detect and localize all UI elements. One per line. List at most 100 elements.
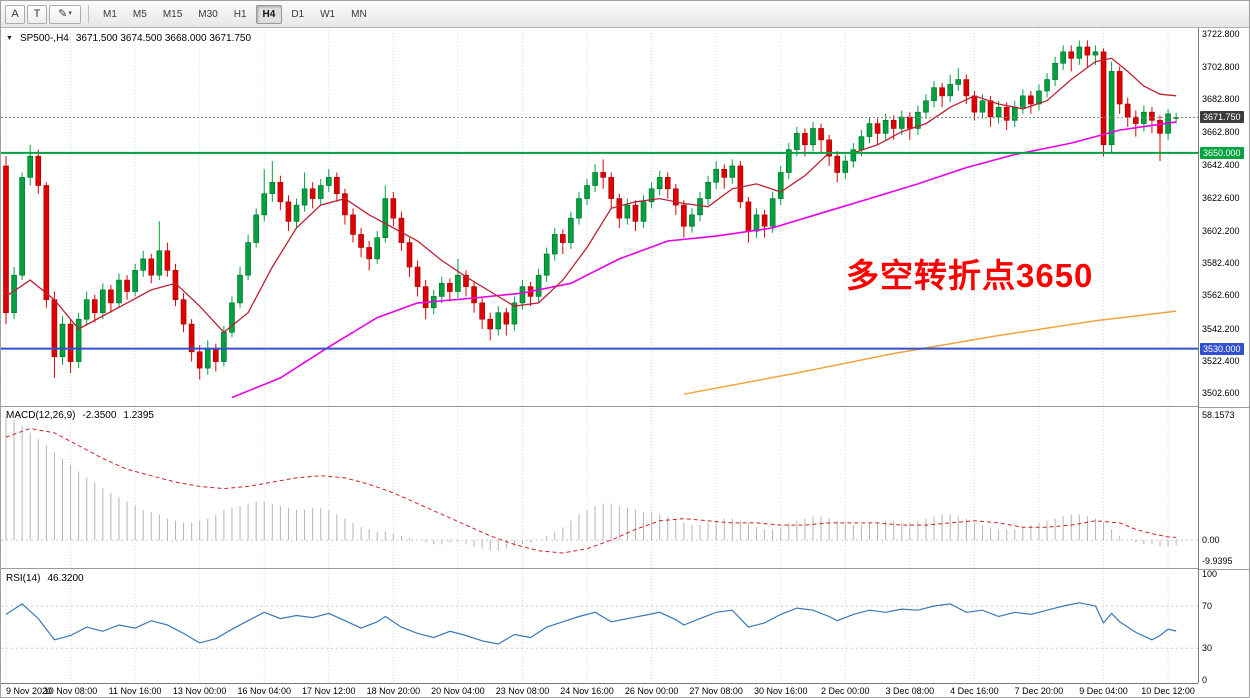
macd-value: -2.3500 bbox=[82, 410, 117, 421]
time-axis-label: 13 Nov 00:00 bbox=[172, 686, 227, 696]
timeframe-w1-button[interactable]: W1 bbox=[313, 5, 342, 24]
bull-candle bbox=[293, 204, 300, 222]
bear-candle bbox=[414, 266, 421, 287]
bull-candle bbox=[1036, 90, 1042, 105]
timeframe-m15-button[interactable]: M15 bbox=[156, 5, 189, 24]
bull-candle bbox=[1044, 79, 1050, 92]
bull-candle bbox=[59, 323, 66, 358]
ma-mid-magenta bbox=[231, 121, 1177, 399]
bear-candle bbox=[560, 234, 566, 243]
rsi-axis-label: 100 bbox=[1202, 569, 1218, 580]
bull-candle bbox=[19, 177, 25, 276]
timeframe-mn-button[interactable]: MN bbox=[344, 5, 374, 24]
bear-candle bbox=[35, 155, 42, 186]
bull-candle bbox=[753, 214, 760, 232]
rsi-axis-label: 30 bbox=[1202, 643, 1213, 654]
bear-candle bbox=[874, 123, 881, 134]
macd-axis-label: -9.9395 bbox=[1202, 556, 1233, 567]
bear-candle bbox=[43, 185, 50, 300]
bull-candle bbox=[519, 286, 526, 304]
bull-candle bbox=[842, 160, 849, 173]
macd-histogram bbox=[5, 415, 1177, 551]
bull-candle bbox=[229, 302, 235, 333]
bull-candle bbox=[568, 217, 574, 243]
bear-candle bbox=[479, 302, 485, 320]
bull-candle bbox=[810, 128, 816, 146]
bull-candle bbox=[648, 188, 655, 203]
text-tool-button[interactable]: T bbox=[27, 4, 47, 24]
time-axis[interactable]: 9 Nov 2020 10 Nov 08:00 11 Nov 16:00 13 Nov… bbox=[1, 683, 1198, 697]
rsi-axis-label: 0 bbox=[1202, 674, 1208, 685]
bear-candle bbox=[366, 247, 372, 260]
bull-candle bbox=[584, 185, 590, 199]
bull-candle bbox=[640, 201, 647, 222]
rsi-name: RSI(14) bbox=[6, 573, 41, 584]
bear-candle bbox=[1133, 116, 1139, 124]
bear-candle bbox=[180, 299, 187, 325]
bull-candle bbox=[882, 120, 889, 134]
bull-candle bbox=[100, 289, 106, 313]
chart-canvas[interactable] bbox=[1, 1, 1198, 698]
price-axis-label: 3542.200 bbox=[1202, 323, 1240, 334]
timeframe-d1-button[interactable]: D1 bbox=[284, 5, 311, 24]
bear-candle bbox=[890, 120, 897, 129]
timeframe-h1-button[interactable]: H1 bbox=[227, 5, 254, 24]
ohlc-values: 3671.500 3674.500 3668.000 3671.750 bbox=[75, 33, 252, 44]
price-axis[interactable]: 3722.800 3702.800 3682.800 3662.800 3642.400… bbox=[1198, 27, 1249, 685]
bull-candle bbox=[1011, 106, 1018, 121]
time-axis-label: 9 Nov 2020 bbox=[6, 686, 53, 696]
bull-candle bbox=[713, 168, 719, 183]
current-price-marker: 3671.750 bbox=[1200, 111, 1244, 124]
timeframe-h4-button[interactable]: H4 bbox=[255, 4, 283, 24]
bear-candle bbox=[1003, 106, 1010, 121]
bear-candle bbox=[971, 95, 978, 113]
bull-candle bbox=[301, 188, 308, 206]
timeframe-m1-button[interactable]: M1 bbox=[96, 5, 124, 24]
time-axis-label: 7 Dec 20:00 bbox=[1014, 686, 1064, 696]
bull-candle bbox=[1052, 62, 1058, 80]
bull-candle bbox=[898, 116, 905, 129]
bear-candle bbox=[188, 323, 195, 353]
drawing-tool-dropdown-button[interactable]: ✎ ▾ bbox=[49, 4, 81, 24]
bear-candle bbox=[681, 204, 687, 227]
bear-candle bbox=[632, 204, 639, 222]
bear-candle bbox=[963, 79, 970, 97]
bull-candle bbox=[697, 198, 703, 216]
bull-candle bbox=[769, 198, 776, 227]
bull-candle bbox=[1060, 51, 1066, 64]
toolbar-separator bbox=[88, 5, 89, 23]
macd-signal-value: 1.2395 bbox=[123, 410, 154, 421]
bear-candle bbox=[721, 168, 728, 178]
label-a-tool-button[interactable]: A bbox=[5, 4, 25, 24]
bull-candle bbox=[729, 165, 736, 178]
price-axis-label: 3642.400 bbox=[1202, 160, 1240, 171]
bull-candle bbox=[253, 214, 259, 243]
price-axis-label: 3522.400 bbox=[1202, 355, 1240, 366]
bull-candle bbox=[592, 172, 598, 186]
rsi-indicator-label: RSI(14) 46.3200 bbox=[6, 573, 84, 584]
time-axis-label: 10 Dec 12:00 bbox=[1141, 686, 1195, 696]
bull-candle bbox=[777, 172, 784, 199]
bull-candle bbox=[374, 237, 381, 260]
bear-candle bbox=[422, 286, 429, 309]
price-axis-label: 3702.800 bbox=[1202, 61, 1240, 72]
bull-candle bbox=[705, 181, 711, 199]
ma-slow-orange bbox=[683, 310, 1177, 395]
bear-candle bbox=[745, 201, 752, 232]
bear-candle bbox=[939, 87, 945, 97]
bull-candle bbox=[325, 177, 332, 186]
timeframe-m5-button[interactable]: M5 bbox=[126, 5, 154, 24]
bear-candle bbox=[1157, 120, 1163, 134]
bull-candle bbox=[382, 198, 389, 238]
timeframe-m30-button[interactable]: M30 bbox=[191, 5, 224, 24]
collapse-arrow-icon[interactable]: ▼ bbox=[6, 35, 13, 42]
bull-candle bbox=[317, 185, 324, 199]
bull-candle bbox=[75, 318, 82, 362]
time-axis-label: 16 Nov 04:00 bbox=[237, 686, 292, 696]
time-axis-label: 2 Dec 00:00 bbox=[820, 686, 870, 696]
time-axis-label: 26 Nov 00:00 bbox=[624, 686, 679, 696]
price-axis-label: 3622.600 bbox=[1202, 192, 1240, 203]
bear-candle bbox=[1100, 51, 1107, 146]
bull-candle bbox=[576, 198, 582, 219]
bull-candle bbox=[1108, 71, 1115, 146]
